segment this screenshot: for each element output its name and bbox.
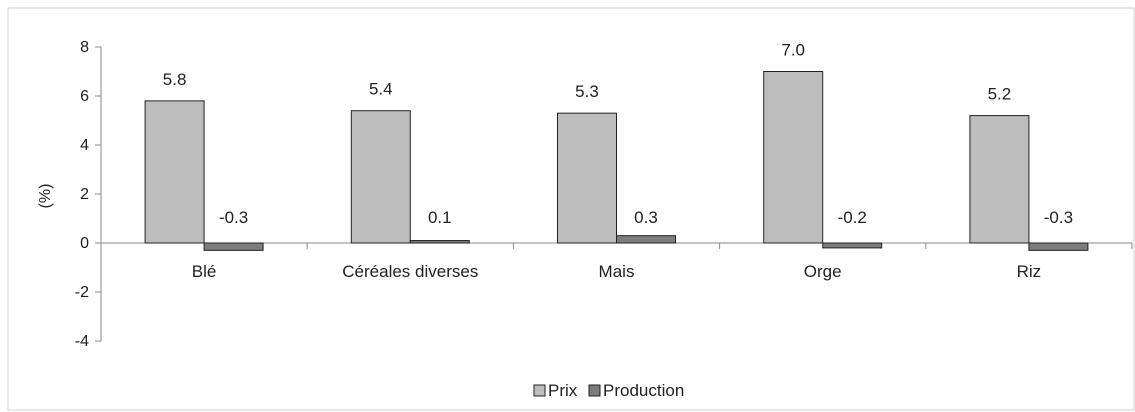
data-label-prix-4: 5.2: [988, 85, 1012, 104]
y-tick-label: -4: [75, 333, 89, 350]
y-axis-label: (%): [37, 184, 54, 209]
legend-swatch-production: [588, 384, 601, 397]
bar-production-0: [203, 242, 264, 251]
bar-prix-0: [144, 100, 205, 244]
data-label-prix-1: 5.4: [369, 80, 393, 99]
data-label-prix-3: 7.0: [781, 41, 805, 60]
y-tick-label: -2: [75, 284, 89, 301]
bar-prix-4: [969, 115, 1030, 244]
data-label-production-3: -0.2: [838, 208, 867, 227]
category-label-3: Orge: [804, 262, 842, 281]
legend-swatch-prix: [533, 384, 546, 397]
data-label-production-4: -0.3: [1044, 208, 1073, 227]
data-label-production-1: 0.1: [428, 208, 452, 227]
bar-prix-3: [763, 71, 824, 244]
y-tick-label: 0: [80, 235, 89, 252]
category-label-0: Blé: [192, 262, 217, 281]
legend-label-prix: Prix: [548, 381, 578, 400]
y-tick-label: 2: [80, 186, 89, 203]
y-tick-label: 6: [80, 88, 89, 105]
data-label-prix-0: 5.8: [163, 70, 187, 89]
data-label-prix-2: 5.3: [575, 82, 599, 101]
bar-production-2: [616, 235, 676, 244]
category-label-1: Céréales diverses: [342, 262, 478, 281]
bar-production-4: [1028, 242, 1089, 251]
bar-production-3: [822, 242, 883, 249]
legend: Prix Production: [533, 381, 684, 400]
y-tick-label: 4: [80, 137, 89, 154]
y-tick-label: 8: [80, 39, 89, 56]
legend-label-production: Production: [603, 381, 684, 400]
category-label-4: Riz: [1017, 262, 1042, 281]
bar-prix-2: [557, 112, 617, 244]
bar-production-1: [409, 240, 470, 244]
plot-area: -4 -2 0 2 4 6 8 5.8 -0.3 Blé 5.4 0.1 Céréales divers…: [75, 39, 1133, 350]
category-label-2: Mais: [599, 262, 635, 281]
bar-prix-1: [350, 110, 411, 244]
data-label-production-2: 0.3: [634, 208, 658, 227]
data-label-production-0: -0.3: [219, 208, 248, 227]
